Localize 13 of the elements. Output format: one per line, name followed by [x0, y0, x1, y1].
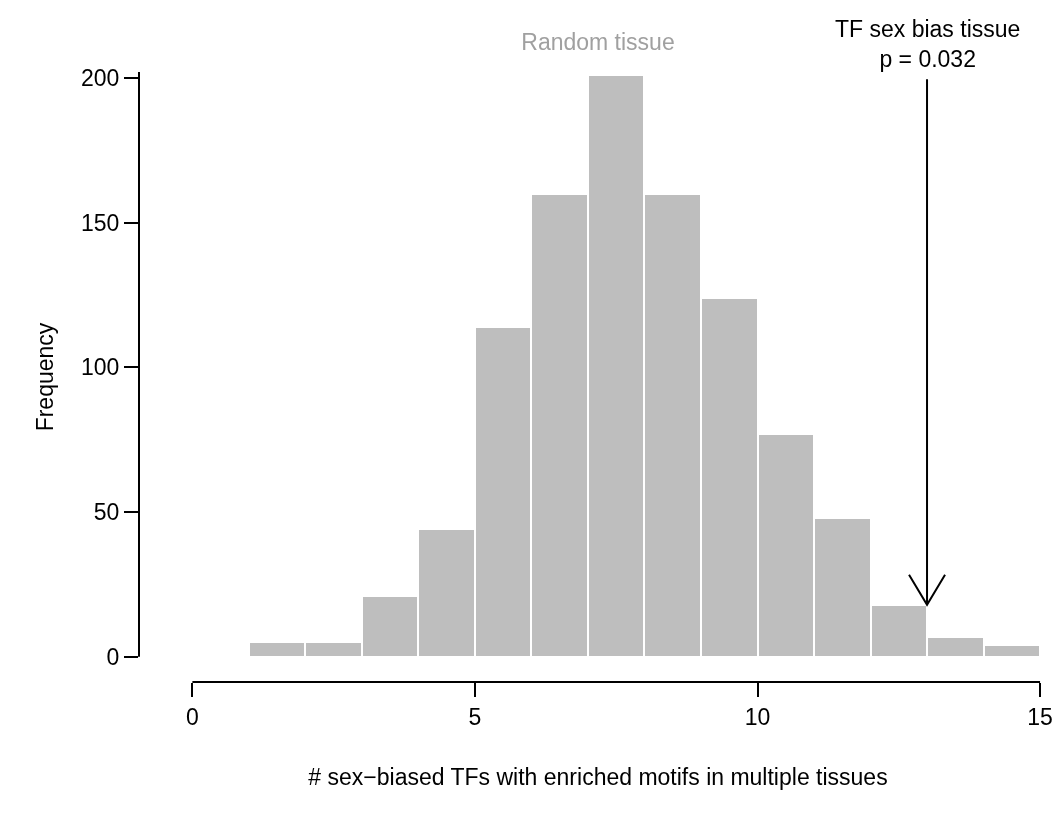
- x-axis-title: # sex−biased TFs with enriched motifs in multiple tissues: [308, 764, 888, 791]
- y-tick-label: 200: [81, 64, 120, 91]
- y-axis-title: Frequency: [32, 322, 59, 432]
- y-tick-label: 0: [106, 643, 120, 670]
- y-tick-label: 150: [81, 209, 120, 236]
- y-tick-label: 100: [81, 354, 120, 381]
- x-tick-label: 15: [1027, 703, 1053, 730]
- x-tick-label: 5: [468, 703, 482, 730]
- x-tick-label: 0: [186, 703, 199, 730]
- y-tick-label: 50: [93, 499, 120, 526]
- chart-title: Random tissue: [521, 28, 675, 55]
- x-tick-label: 10: [744, 703, 771, 730]
- annotation: TF sex bias tissue p = 0.032: [835, 16, 1021, 72]
